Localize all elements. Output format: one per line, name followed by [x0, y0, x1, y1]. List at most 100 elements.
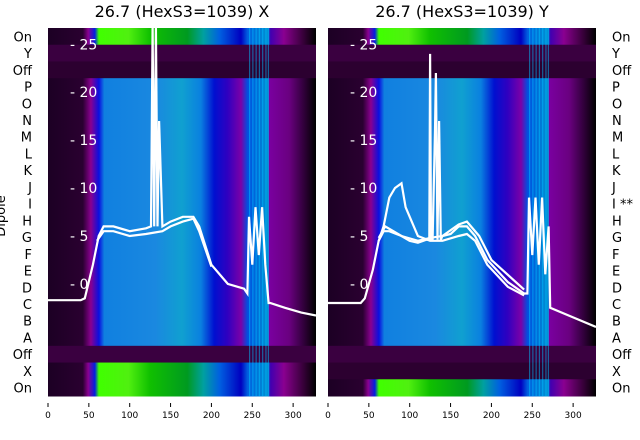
heatmap-row [328, 61, 596, 79]
heatmap-row [48, 362, 316, 380]
x-tick-label: 50 [83, 411, 95, 421]
row-label: G [612, 231, 622, 246]
row-label: Off [13, 348, 33, 363]
row-label: D [612, 281, 622, 296]
x-tick-label: 100 [401, 411, 418, 421]
row-label: E [612, 265, 620, 280]
row-label: Off [612, 348, 632, 363]
chart-title: 26.7 (HexS3=1039) Y [375, 2, 549, 21]
profile-line [96, 217, 213, 267]
heatmap-row [328, 245, 596, 263]
x-tick-label: 250 [244, 411, 261, 421]
row-label: M [612, 131, 623, 146]
heatmap-row [328, 379, 596, 397]
row-label: D [22, 281, 32, 296]
heatmap-row [48, 345, 316, 364]
row-label: H [22, 214, 32, 229]
y-axis-label: Dipole [0, 195, 9, 236]
row-label: F [612, 248, 619, 263]
row-label: O [22, 97, 32, 112]
stripe [547, 28, 549, 396]
row-label: On [14, 382, 32, 397]
heatmap-row [48, 312, 316, 330]
row-label: A [23, 331, 32, 346]
heatmap-row [48, 329, 316, 347]
row-label: Y [611, 47, 620, 62]
heatmap-row [48, 195, 316, 213]
row-label: N [612, 114, 622, 129]
x-tick-label: 300 [285, 411, 302, 421]
row-label: On [612, 30, 630, 45]
heatmap-row [328, 312, 596, 330]
row-label: E [24, 265, 32, 280]
inner-y-tick-label: - 10 [350, 181, 377, 197]
row-label: I ** [612, 198, 633, 213]
chart-title: 26.7 (HexS3=1039) X [95, 2, 270, 21]
row-label: B [23, 315, 32, 330]
row-label: O [612, 97, 622, 112]
stripe [258, 28, 261, 396]
row-label: L [612, 147, 620, 162]
profile-line [377, 220, 525, 291]
stripe [265, 28, 267, 396]
x-tick-label: 100 [121, 411, 138, 421]
heatmap-row [48, 212, 316, 230]
x-tick-label: 200 [483, 411, 500, 421]
x-tick-label: 250 [524, 411, 541, 421]
x-tick-label: 300 [565, 411, 582, 421]
inner-y-tick-label: - 20 [350, 85, 377, 101]
inner-y-tick-label: - 0 [70, 277, 88, 293]
row-label: F [25, 248, 32, 263]
profile-line [377, 181, 525, 297]
row-label: A [612, 331, 621, 346]
inner-y-tick-label: - 5 [350, 229, 368, 245]
inner-y-tick-label: - 20 [70, 85, 97, 101]
stripe [267, 28, 269, 396]
heatmap-row [328, 345, 596, 364]
stripe [545, 28, 547, 396]
heatmap-row [328, 111, 596, 129]
stripe [252, 28, 254, 396]
heatmap-row [328, 329, 596, 347]
row-label: P [612, 81, 620, 96]
row-label: G [22, 231, 32, 246]
heatmap-row [48, 111, 316, 129]
heatmap-row [328, 195, 596, 213]
inner-y-tick-label: - 10 [70, 181, 97, 197]
row-label: B [612, 315, 621, 330]
x-tick-label: 150 [162, 411, 179, 421]
row-label: X [23, 365, 32, 380]
heatmap-row [328, 161, 596, 180]
profile-line [48, 28, 316, 317]
heatmap-row [48, 61, 316, 79]
row-label: N [22, 114, 32, 129]
row-label: On [14, 30, 32, 45]
x-tick-label: 50 [363, 411, 375, 421]
inner-y-tick-label: - 15 [70, 133, 97, 149]
x-tick-label: 0 [325, 411, 331, 421]
row-label: K [23, 164, 32, 179]
x-tick-label: 200 [203, 411, 220, 421]
inner-y-tick-label: - 5 [70, 229, 88, 245]
inner-y-tick-label: - 25 [350, 37, 377, 53]
stripe [538, 28, 541, 396]
row-label: Off [13, 64, 33, 79]
heatmap-row [328, 362, 596, 380]
row-label: M [21, 131, 32, 146]
row-label: Off [612, 64, 632, 79]
inner-y-tick-label: - 15 [350, 133, 377, 149]
row-label: X [612, 365, 621, 380]
panel-1: 26.7 (HexS3=1039) X On Y Off PONMLKJIHGFEDCB… [0, 2, 316, 421]
row-label: C [612, 298, 621, 313]
row-label: L [25, 147, 33, 162]
row-label: On [612, 382, 630, 397]
row-label: J [27, 181, 32, 196]
heatmap-row [48, 245, 316, 263]
x-tick-label: 0 [45, 411, 51, 421]
row-label: Y [23, 47, 32, 62]
heatmap-row [48, 161, 316, 180]
row-label: C [23, 298, 32, 313]
row-label: P [24, 81, 32, 96]
